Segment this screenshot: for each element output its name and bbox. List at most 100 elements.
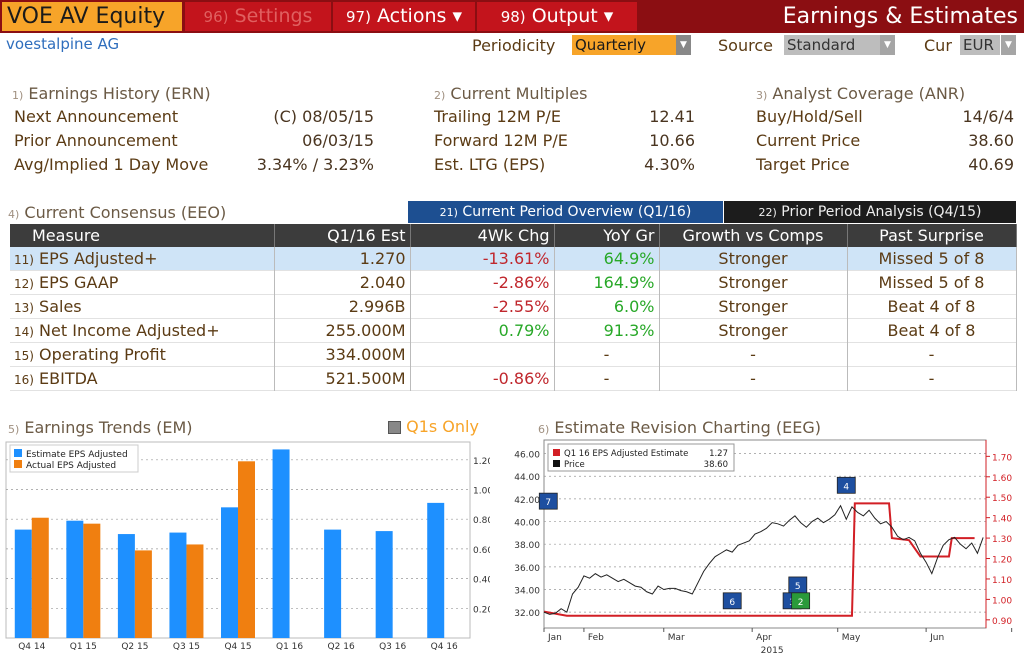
row-chg: -2.86%	[410, 270, 555, 295]
row-surprise: -	[847, 342, 1017, 367]
row-yoy: 6.0%	[554, 294, 660, 319]
left-tick-label: 38.00	[514, 541, 540, 551]
right-tick-label: 1.00	[992, 596, 1012, 606]
col-yoy-gr[interactable]: YoY Gr	[554, 224, 660, 247]
table-header-row: Measure Q1/16 Est 4Wk Chg YoY Gr Growth …	[10, 224, 1017, 247]
current-multiples-header[interactable]: 2) Current Multiples	[434, 84, 587, 103]
consensus-header[interactable]: 4) Current Consensus (EEO)	[8, 203, 226, 222]
row-index: 15)	[14, 349, 34, 363]
row-growth: -	[659, 366, 848, 391]
table-row[interactable]: 16) EBITDA 521.500M -0.86% - - -	[10, 366, 1017, 391]
output-menu[interactable]: 98) Output ▾	[477, 2, 637, 31]
legend-swatch	[553, 460, 560, 467]
y-tick-label: 1.00	[473, 487, 490, 497]
row-yoy: 164.9%	[554, 270, 660, 295]
col-past-surprise[interactable]: Past Surprise	[847, 224, 1017, 247]
left-tick-label: 42.00	[514, 496, 540, 506]
settings-menu[interactable]: 96) Settings	[185, 2, 331, 31]
row-yoy: 91.3%	[554, 318, 660, 343]
right-tick-label: 1.50	[992, 494, 1012, 504]
tab-number: 21)	[439, 206, 458, 219]
source-dropdown-arrow[interactable]: ▼	[880, 35, 895, 55]
section-number: 6)	[538, 423, 550, 436]
trailing-pe-value: 12.41	[649, 107, 695, 126]
x-tick-label: Q3 16	[379, 642, 406, 652]
event-marker-label: 2	[798, 598, 804, 608]
legend-swatch	[553, 449, 560, 456]
row-est: 1.270	[274, 247, 411, 271]
row-chg: -0.86%	[410, 366, 555, 391]
left-tick-label: 36.00	[514, 564, 540, 574]
x-tick-label: Q1 15	[70, 642, 97, 652]
earnings-history-header[interactable]: 1) Earnings History (ERN)	[12, 84, 211, 103]
x-tick-label: Apr	[756, 633, 772, 643]
col-growth-vs-comps[interactable]: Growth vs Comps	[659, 224, 848, 247]
event-marker-label: 4	[843, 482, 849, 492]
section-title: Earnings History (ERN)	[28, 84, 211, 103]
x-tick-label: Q4 16	[431, 642, 458, 652]
currency-dropdown-arrow[interactable]: ▼	[1001, 35, 1016, 55]
table-row[interactable]: 15) Operating Profit 334.000M - - -	[10, 342, 1017, 367]
estimate-revision-header[interactable]: 6) Estimate Revision Charting (EEG)	[538, 418, 821, 437]
row-chg: -2.55%	[410, 294, 555, 319]
currency-dropdown[interactable]: EUR	[960, 35, 1000, 55]
section-title: Estimate Revision Charting (EEG)	[554, 418, 821, 437]
current-price-value: 38.60	[968, 131, 1014, 150]
bar-estimate	[221, 507, 238, 638]
analyst-coverage-header[interactable]: 3) Analyst Coverage (ANR)	[756, 84, 965, 103]
source-dropdown[interactable]: Standard	[784, 35, 880, 55]
section-number: 4)	[8, 208, 20, 221]
col-measure[interactable]: Measure	[10, 224, 275, 247]
actions-menu[interactable]: 97) Actions ▾	[333, 2, 475, 31]
legend-label: Estimate EPS Adjusted	[26, 450, 128, 460]
table-row[interactable]: 14) Net Income Adjusted+ 255.000M 0.79% …	[10, 318, 1017, 343]
tab-prior-period[interactable]: 22) Prior Period Analysis (Q4/15)	[724, 201, 1016, 223]
earnings-trends-chart: 0.20 0.40 0.60 0.80 1.00 1.20 Q4 14 Q1 15 Q2 15 Q…	[5, 441, 490, 652]
right-tick-label: 1.70	[992, 453, 1012, 463]
periodicity-dropdown[interactable]: Quarterly	[572, 35, 676, 55]
row-index: 14)	[14, 325, 34, 339]
table-row[interactable]: 11) EPS Adjusted+ 1.270 -13.61% 64.9% St…	[10, 247, 1017, 271]
target-price-value: 40.69	[968, 155, 1014, 174]
left-tick-label: 44.00	[514, 473, 540, 483]
trailing-pe-label: Trailing 12M P/E	[434, 107, 561, 126]
price-line	[543, 504, 984, 615]
tab-label: Current Period Overview (Q1/16)	[462, 204, 692, 220]
prior-announcement-label: Prior Announcement	[14, 131, 178, 150]
checkbox-icon	[388, 421, 401, 434]
earnings-trends-header[interactable]: 5) Earnings Trends (EM)	[8, 418, 193, 437]
legend-swatch	[14, 449, 22, 457]
periodicity-dropdown-arrow[interactable]: ▼	[676, 35, 691, 55]
event-marker-label: 7	[545, 498, 551, 508]
legend-value: 1.27	[709, 449, 728, 459]
y-tick-label: 0.80	[473, 516, 490, 526]
section-number: 3)	[756, 89, 768, 102]
legend-box	[9, 444, 139, 473]
x-tick-label: Q2 15	[121, 642, 148, 652]
avg-move-label: Avg/Implied 1 Day Move	[14, 155, 209, 174]
estimate-line	[543, 502, 975, 617]
table-row[interactable]: 12) EPS GAAP 2.040 -2.86% 164.9% Stronge…	[10, 270, 1017, 295]
tab-current-period[interactable]: 21) Current Period Overview (Q1/16)	[408, 201, 723, 223]
bar-estimate	[324, 529, 342, 638]
section-number: 5)	[8, 423, 20, 436]
legend-box	[547, 443, 735, 472]
tab-label: Prior Period Analysis (Q4/15)	[781, 204, 982, 220]
consensus-table: Measure Q1/16 Est 4Wk Chg YoY Gr Growth …	[10, 224, 1017, 391]
x-tick-label: Jun	[929, 633, 944, 643]
col-est[interactable]: Q1/16 Est	[274, 224, 411, 247]
row-surprise: Missed 5 of 8	[847, 270, 1017, 295]
right-tick-label: 1.20	[992, 556, 1012, 566]
table-row[interactable]: 13) Sales 2.996B -2.55% 6.0% Stronger Be…	[10, 294, 1017, 319]
avg-move-value: 3.34% / 3.23%	[256, 155, 374, 174]
row-index: 16)	[14, 373, 34, 387]
q1s-only-toggle[interactable]: Q1s Only	[388, 417, 479, 436]
event-marker	[722, 592, 742, 610]
row-surprise: -	[847, 366, 1017, 391]
ticker-field[interactable]: VOE AV Equity	[2, 2, 182, 31]
col-4wk-chg[interactable]: 4Wk Chg	[410, 224, 555, 247]
screen-title: Earnings & Estimates	[782, 4, 1018, 29]
right-tick-label: 1.60	[992, 474, 1012, 484]
x-tick-label: Q4 14	[18, 642, 45, 652]
row-chg	[410, 342, 555, 367]
